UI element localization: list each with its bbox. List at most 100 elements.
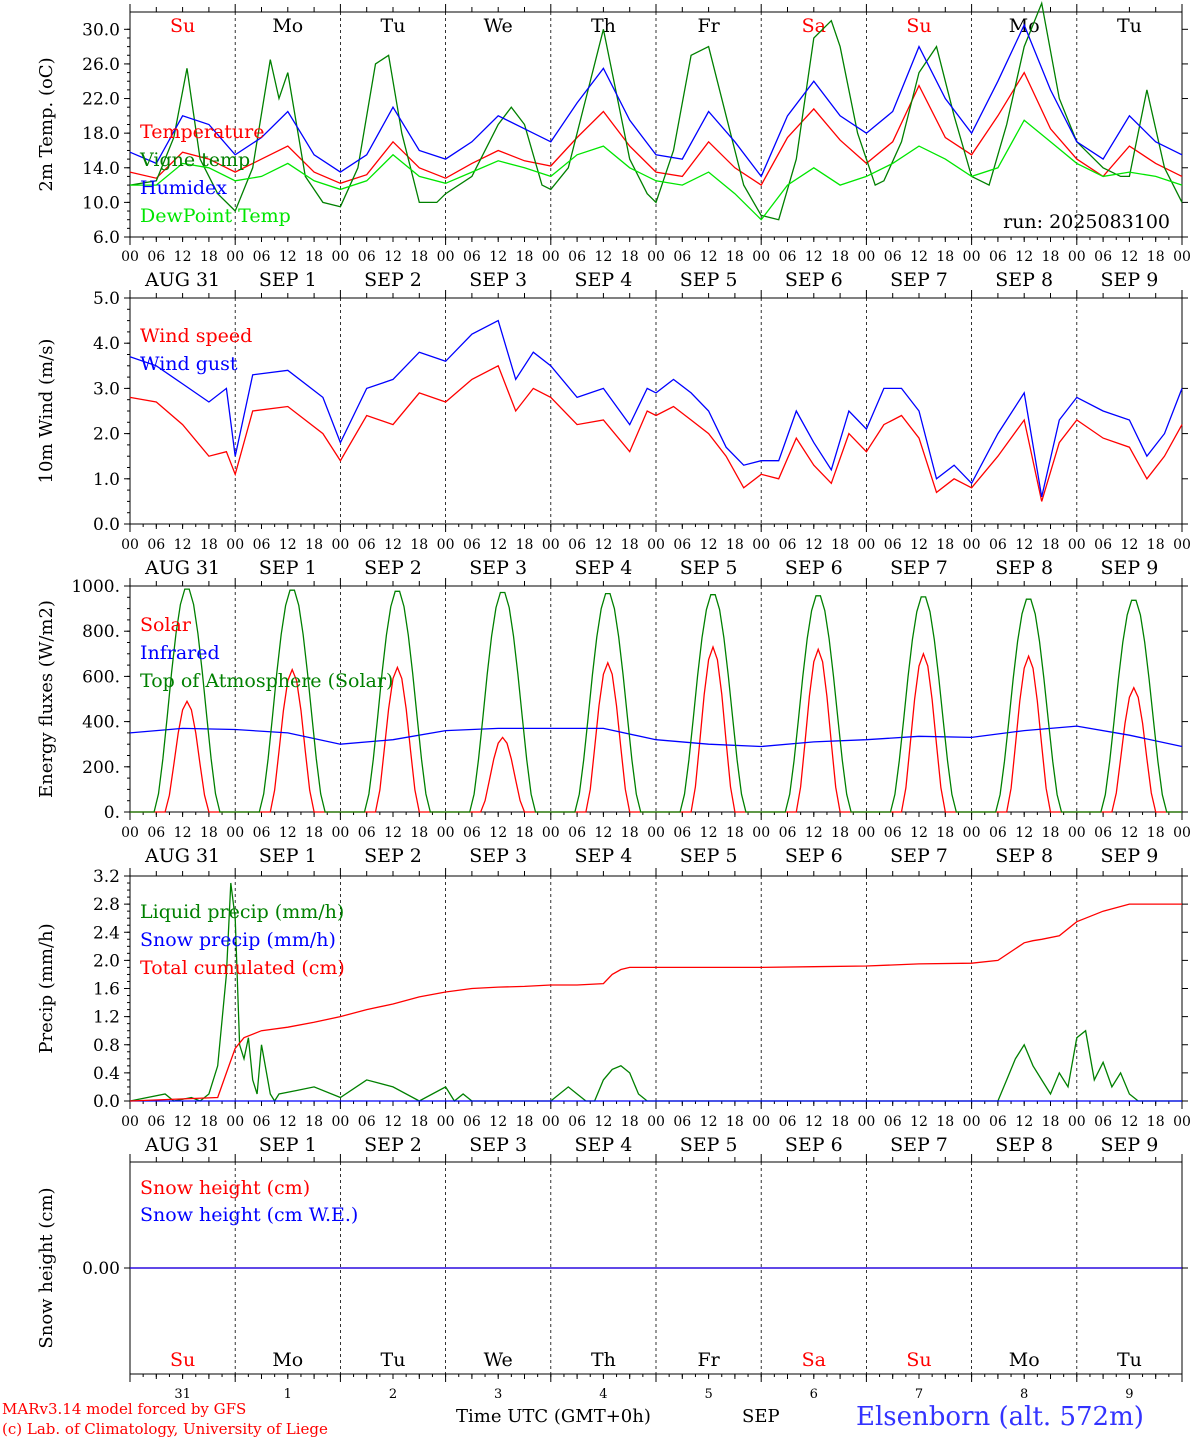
x-hour-label: 12 bbox=[1015, 249, 1033, 265]
y-tick-label: 3.2 bbox=[93, 867, 120, 887]
x-hour-label: 06 bbox=[779, 825, 797, 841]
x-hour-label: 00 bbox=[963, 537, 981, 553]
series-line-dewpoint-temp bbox=[130, 119, 1183, 221]
x-date-label: SEP 5 bbox=[680, 845, 738, 867]
x-date-label: AUG 31 bbox=[144, 1134, 220, 1156]
x-hour-label: 06 bbox=[147, 1114, 165, 1130]
x-hour-label: 06 bbox=[779, 1114, 797, 1130]
x-hour-label: 18 bbox=[936, 249, 954, 265]
x-hour-label: 00 bbox=[1068, 537, 1086, 553]
x-date-label: SEP 7 bbox=[890, 845, 948, 867]
day-number-label: 2 bbox=[389, 1387, 397, 1402]
x-hour-label: 00 bbox=[121, 249, 139, 265]
x-hour-label: 00 bbox=[647, 825, 665, 841]
y-tick-label: 2.4 bbox=[93, 923, 120, 943]
x-date-label: SEP 6 bbox=[785, 269, 843, 291]
y-tick-label: 1.2 bbox=[93, 1008, 120, 1028]
x-hour-label: 12 bbox=[700, 825, 718, 841]
x-hour-label: 00 bbox=[437, 249, 455, 265]
x-hour-label: 12 bbox=[805, 1114, 823, 1130]
x-hour-label: 00 bbox=[857, 825, 875, 841]
weekday-label: Tu bbox=[381, 1349, 406, 1371]
legend-entry: Snow height (cm W.E.) bbox=[140, 1204, 358, 1226]
day-number-label: 3 bbox=[494, 1387, 502, 1402]
x-hour-label: 00 bbox=[437, 825, 455, 841]
y-tick-label: 5.0 bbox=[93, 289, 120, 309]
x-hour-label: 00 bbox=[1173, 825, 1191, 841]
x-hour-label: 12 bbox=[384, 1114, 402, 1130]
x-hour-label: 00 bbox=[1068, 825, 1086, 841]
day-number-label: 4 bbox=[599, 1387, 607, 1402]
weekday-label: Su bbox=[170, 15, 195, 37]
x-date-label: SEP 9 bbox=[1100, 557, 1158, 579]
x-date-label: SEP 2 bbox=[364, 1134, 422, 1156]
x-hour-label: 18 bbox=[936, 825, 954, 841]
x-hour-label: 18 bbox=[1042, 825, 1060, 841]
y-tick-label: 3.0 bbox=[93, 379, 120, 399]
y-tick-label: 6.0 bbox=[93, 228, 120, 248]
x-hour-label: 00 bbox=[647, 537, 665, 553]
x-hour-label: 18 bbox=[410, 249, 428, 265]
x-hour-label: 06 bbox=[463, 1114, 481, 1130]
x-hour-label: 18 bbox=[410, 1114, 428, 1130]
x-hour-label: 00 bbox=[1068, 249, 1086, 265]
x-hour-label: 12 bbox=[1015, 825, 1033, 841]
y-tick-label: 1.6 bbox=[93, 980, 120, 1000]
x-hour-label: 00 bbox=[226, 537, 244, 553]
x-hour-label: 00 bbox=[226, 1114, 244, 1130]
x-hour-label: 06 bbox=[673, 249, 691, 265]
x-hour-label: 06 bbox=[884, 249, 902, 265]
x-hour-label: 18 bbox=[1147, 249, 1165, 265]
legend-entry: Snow precip (mm/h) bbox=[140, 929, 336, 951]
x-hour-label: 12 bbox=[594, 1114, 612, 1130]
x-hour-label: 12 bbox=[174, 537, 192, 553]
legend-entry: Snow height (cm) bbox=[140, 1177, 310, 1199]
weekday-label: Tu bbox=[381, 15, 406, 37]
x-hour-label: 12 bbox=[910, 825, 928, 841]
x-hour-label: 12 bbox=[910, 249, 928, 265]
x-hour-label: 12 bbox=[489, 249, 507, 265]
series-line-wind-gust bbox=[129, 319, 1183, 498]
legend-entry: Temperature bbox=[140, 121, 264, 143]
x-date-label: SEP 4 bbox=[574, 845, 632, 867]
legend-entry: Total cumulated (cm) bbox=[140, 957, 345, 979]
x-date-label: SEP 9 bbox=[1100, 845, 1158, 867]
x-hour-label: 18 bbox=[831, 825, 849, 841]
x-hour-label: 12 bbox=[1120, 537, 1138, 553]
x-hour-label: 00 bbox=[437, 1114, 455, 1130]
y-tick-label: 800. bbox=[82, 622, 120, 642]
x-hour-label: 06 bbox=[358, 537, 376, 553]
weekday-label: Su bbox=[170, 1349, 195, 1371]
x-date-label: AUG 31 bbox=[144, 269, 220, 291]
x-date-label: SEP 3 bbox=[469, 845, 527, 867]
x-hour-label: 12 bbox=[910, 537, 928, 553]
station-label: Elsenborn (alt. 572m) bbox=[856, 1402, 1144, 1432]
x-date-label: SEP 7 bbox=[890, 269, 948, 291]
x-hour-label: 06 bbox=[253, 537, 271, 553]
x-date-label: SEP 6 bbox=[785, 557, 843, 579]
x-hour-label: 06 bbox=[1094, 1114, 1112, 1130]
x-hour-label: 18 bbox=[200, 825, 218, 841]
x-hour-label: 06 bbox=[568, 1114, 586, 1130]
x-hour-label: 18 bbox=[516, 537, 534, 553]
x-date-label: SEP 5 bbox=[680, 557, 738, 579]
legend-entry: Humidex bbox=[140, 177, 227, 199]
series-line-vigne-temp bbox=[129, 0, 1183, 221]
y-tick-label: 0.4 bbox=[93, 1064, 120, 1084]
x-date-label: SEP 3 bbox=[469, 1134, 527, 1156]
x-hour-label: 00 bbox=[121, 537, 139, 553]
weekday-label: Mo bbox=[1009, 1349, 1040, 1371]
x-hour-label: 18 bbox=[200, 537, 218, 553]
x-hour-label: 00 bbox=[226, 825, 244, 841]
legend-entry: Wind gust bbox=[140, 353, 238, 375]
x-hour-label: 06 bbox=[779, 249, 797, 265]
x-hour-label: 06 bbox=[884, 1114, 902, 1130]
day-number-label: 31 bbox=[174, 1387, 191, 1402]
x-hour-label: 06 bbox=[253, 249, 271, 265]
x-hour-label: 06 bbox=[358, 825, 376, 841]
y-tick-label: 2.0 bbox=[93, 951, 120, 971]
x-date-label: SEP 1 bbox=[259, 1134, 317, 1156]
y-axis-title: 2m Temp. (oC) bbox=[36, 57, 57, 191]
x-hour-label: 00 bbox=[1173, 249, 1191, 265]
x-date-label: AUG 31 bbox=[144, 557, 220, 579]
